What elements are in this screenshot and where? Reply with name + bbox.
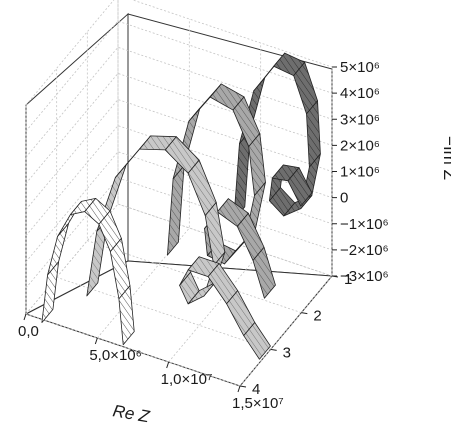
z-tick-label: 2×10⁶ xyxy=(340,137,380,154)
z-grid-line xyxy=(25,20,333,132)
depth-tick xyxy=(301,312,308,315)
z-tick-label: −3×10⁶ xyxy=(340,268,389,285)
ribbon-series xyxy=(41,52,321,360)
ribbon-segment xyxy=(118,285,135,346)
ribbon-series-depth-3 xyxy=(86,135,271,360)
z-grid-line xyxy=(25,72,333,184)
z-tick-label: 3×10⁶ xyxy=(340,111,380,128)
ribbon-segment xyxy=(287,167,313,207)
ribbon-series-depth-4 xyxy=(41,197,135,346)
z-tick-label: −1×10⁶ xyxy=(340,216,389,233)
depth-tick-label: 2 xyxy=(313,308,321,325)
x-tick-label: 1,0×10⁷ xyxy=(161,371,213,388)
ribbon-segment xyxy=(252,246,276,299)
depth-tick xyxy=(239,385,247,388)
depth-tick xyxy=(270,348,277,351)
x-tick xyxy=(94,337,98,345)
depth-grid-line xyxy=(86,31,302,314)
x-tick-label: 1,5×10⁷ xyxy=(232,395,284,412)
z-tick-label: 5×10⁶ xyxy=(340,59,380,76)
depth-tick-label: 4 xyxy=(252,381,260,398)
z-tick-label: 0 xyxy=(340,190,348,207)
tick-marks: 5×10⁶ 4×10⁶ 3×10⁶ 2×10⁶ 1×10⁶ 0 −1×10⁶ −2×10⁶ −3… xyxy=(18,59,389,412)
depth-tick-label: 3 xyxy=(283,344,291,361)
z-tick-label: 1×10⁶ xyxy=(340,164,380,181)
z-tick-label: −2×10⁶ xyxy=(340,242,389,259)
x-tick xyxy=(166,361,170,369)
z-axis-title: −Im Z xyxy=(440,136,451,180)
ribbon-series-depth-1 xyxy=(233,52,321,221)
depth-tick-label: 1 xyxy=(344,271,352,288)
depth-tick xyxy=(331,275,339,278)
x-tick-label: 5,0×10⁶ xyxy=(89,347,141,364)
depth-grid-line xyxy=(117,0,333,277)
x-tick xyxy=(237,385,241,393)
x-tick xyxy=(23,313,27,321)
z-tick-label: 4×10⁶ xyxy=(340,85,380,102)
ribbon-segment xyxy=(243,322,271,360)
x-tick-label: 0,0 xyxy=(18,323,39,340)
x-axis-title: Re Z xyxy=(111,401,151,426)
